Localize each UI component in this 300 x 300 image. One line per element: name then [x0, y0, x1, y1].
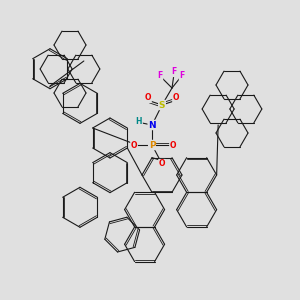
Text: S: S — [159, 100, 165, 109]
Text: N: N — [148, 121, 156, 130]
Text: O: O — [145, 94, 151, 103]
Text: O: O — [131, 140, 137, 149]
Text: H: H — [136, 118, 142, 127]
Text: F: F — [158, 71, 163, 80]
Text: O: O — [159, 160, 165, 169]
Text: O: O — [173, 94, 179, 103]
Text: F: F — [171, 68, 177, 76]
Text: F: F — [179, 71, 184, 80]
Text: P: P — [149, 140, 155, 149]
Text: O: O — [170, 140, 176, 149]
